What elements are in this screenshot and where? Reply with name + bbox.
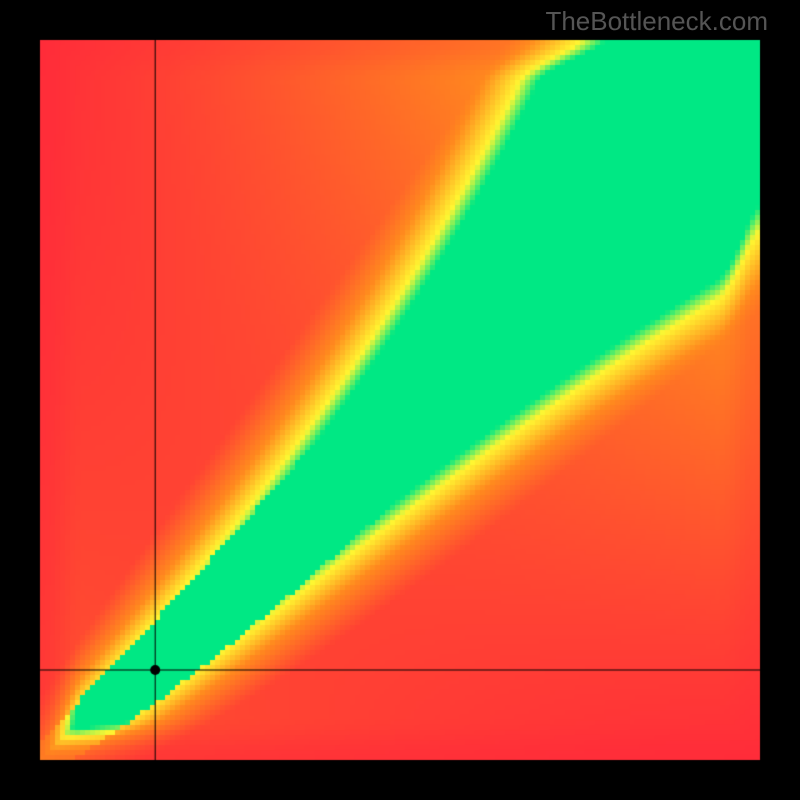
bottleneck-heatmap — [0, 0, 800, 800]
watermark-text: TheBottleneck.com — [545, 6, 768, 37]
